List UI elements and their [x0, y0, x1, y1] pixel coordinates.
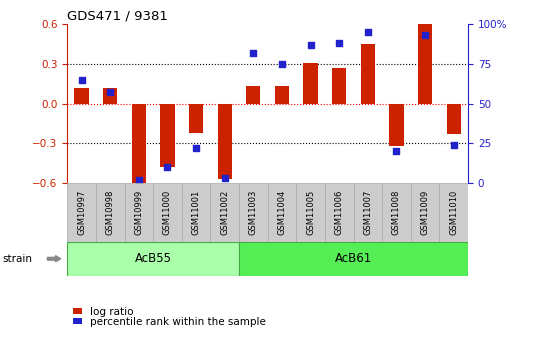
Point: [335, 40, 344, 46]
Point: [249, 50, 258, 56]
Bar: [360, 44, 375, 104]
Point: [392, 148, 401, 154]
Bar: [325, 183, 353, 242]
Bar: [246, 86, 260, 104]
Text: GSM10997: GSM10997: [77, 189, 86, 235]
Bar: [418, 24, 432, 104]
Bar: [103, 88, 117, 103]
Text: percentile rank within the sample: percentile rank within the sample: [90, 317, 266, 327]
Bar: [296, 183, 325, 242]
Bar: [96, 183, 124, 242]
Bar: [440, 183, 468, 242]
Point: [77, 77, 86, 82]
Bar: [124, 183, 153, 242]
Bar: [67, 183, 96, 242]
Bar: [210, 183, 239, 242]
Text: GSM11007: GSM11007: [363, 189, 372, 235]
Bar: [239, 241, 468, 276]
Bar: [353, 183, 382, 242]
Bar: [447, 104, 461, 134]
Text: GSM11000: GSM11000: [163, 189, 172, 235]
Bar: [189, 104, 203, 132]
Bar: [217, 104, 232, 179]
Bar: [382, 183, 411, 242]
Bar: [160, 104, 175, 167]
Text: GSM11006: GSM11006: [335, 189, 344, 235]
Text: GSM11004: GSM11004: [278, 189, 286, 235]
Text: GSM11003: GSM11003: [249, 189, 258, 235]
Point: [278, 61, 286, 67]
Point: [449, 142, 458, 148]
Bar: [132, 104, 146, 183]
Bar: [411, 183, 440, 242]
Bar: [332, 68, 346, 104]
Point: [221, 175, 229, 181]
Text: GSM11008: GSM11008: [392, 189, 401, 235]
Bar: [153, 183, 182, 242]
Text: strain: strain: [3, 254, 33, 264]
Point: [192, 145, 200, 151]
Bar: [268, 183, 296, 242]
Bar: [303, 62, 318, 104]
Point: [306, 42, 315, 48]
Point: [106, 90, 115, 95]
Bar: [74, 88, 89, 103]
Text: AcB61: AcB61: [335, 252, 372, 265]
Text: GSM11005: GSM11005: [306, 189, 315, 235]
Text: GSM11010: GSM11010: [449, 189, 458, 235]
Point: [163, 164, 172, 170]
Point: [134, 177, 143, 183]
Text: GSM10999: GSM10999: [134, 189, 143, 235]
Point: [421, 32, 429, 38]
Text: GSM11001: GSM11001: [192, 189, 201, 235]
Bar: [239, 183, 267, 242]
Bar: [275, 86, 289, 104]
Point: [364, 29, 372, 35]
Text: log ratio: log ratio: [90, 307, 134, 316]
Bar: [67, 241, 239, 276]
Text: GSM11009: GSM11009: [421, 189, 430, 235]
Bar: [182, 183, 210, 242]
Text: GDS471 / 9381: GDS471 / 9381: [67, 10, 168, 23]
Text: GSM11002: GSM11002: [220, 189, 229, 235]
Bar: [390, 104, 404, 146]
Text: GSM10998: GSM10998: [105, 189, 115, 235]
Text: AcB55: AcB55: [134, 252, 172, 265]
